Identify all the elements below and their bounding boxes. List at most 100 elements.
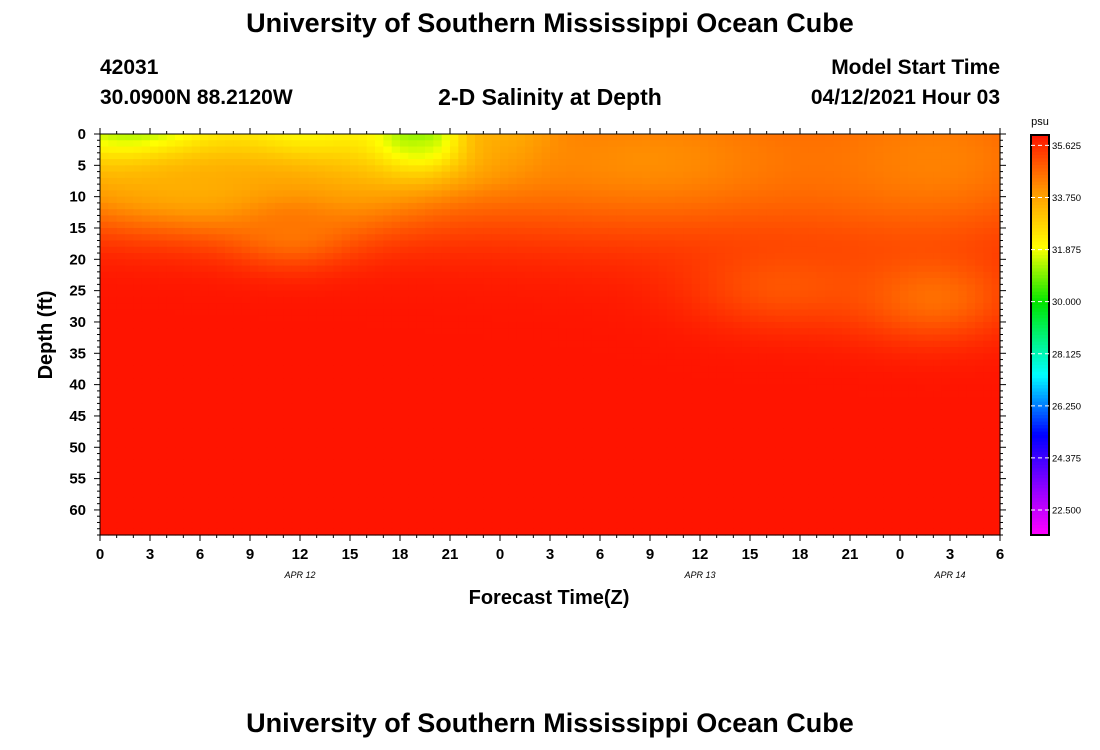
heatmap-cell — [241, 202, 251, 210]
heatmap-cell — [533, 234, 543, 242]
heatmap-cell — [733, 353, 743, 361]
heatmap-cell — [391, 315, 401, 323]
heatmap-cell — [300, 177, 309, 185]
heatmap-cell — [683, 390, 693, 398]
heatmap-cell — [291, 390, 301, 398]
heatmap-cell — [691, 334, 701, 342]
heatmap-cell — [700, 415, 709, 423]
heatmap-cell — [941, 303, 951, 311]
heatmap-cell — [583, 190, 593, 198]
heatmap-cell — [966, 196, 976, 204]
heatmap-cell — [316, 321, 326, 329]
heatmap-cell — [708, 134, 718, 141]
heatmap-cell — [808, 209, 818, 217]
heatmap-cell — [841, 190, 851, 198]
heatmap-cell — [500, 278, 509, 285]
heatmap-cell — [591, 284, 601, 292]
heatmap-cell — [625, 271, 634, 279]
heatmap-cell — [508, 221, 518, 229]
heatmap-cell — [416, 397, 426, 405]
heatmap-cell — [383, 378, 393, 386]
heatmap-cell — [158, 190, 168, 198]
heatmap-cell — [133, 340, 143, 348]
heatmap-cell — [208, 152, 218, 160]
heatmap-cell — [266, 165, 276, 173]
heatmap-cell — [575, 196, 584, 204]
heatmap-cell — [950, 265, 959, 273]
heatmap-cell — [291, 378, 301, 386]
heatmap-cell — [141, 365, 151, 373]
heatmap-cell — [883, 284, 893, 292]
heatmap-cell — [900, 221, 909, 229]
heatmap-cell — [991, 321, 1001, 329]
heatmap-cell — [275, 140, 284, 148]
heatmap-cell — [408, 372, 418, 379]
heatmap-cell — [583, 353, 593, 361]
heatmap-cell — [866, 334, 876, 342]
heatmap-cell — [916, 315, 926, 323]
heatmap-cell — [225, 397, 234, 405]
heatmap-cell — [108, 234, 118, 242]
heatmap-cell — [500, 347, 509, 354]
heatmap-cell — [275, 403, 284, 411]
heatmap-cell — [600, 240, 609, 248]
heatmap-cell — [125, 221, 134, 229]
heatmap-cell — [875, 390, 884, 398]
heatmap-cell — [500, 372, 509, 379]
heatmap-cell — [525, 234, 534, 242]
heatmap-cell — [208, 227, 218, 235]
heatmap-cell — [791, 296, 801, 304]
heatmap-cell — [616, 227, 626, 235]
heatmap-cell — [325, 227, 334, 235]
heatmap-cell — [516, 290, 526, 298]
heatmap-cell — [600, 347, 609, 354]
heatmap-cell — [366, 159, 376, 166]
heatmap-cell — [250, 159, 259, 166]
heatmap-cell — [391, 259, 401, 267]
heatmap-cell — [958, 321, 968, 329]
heatmap-cell — [708, 196, 718, 204]
heatmap-cell — [666, 177, 676, 185]
heatmap-cell — [991, 409, 1001, 417]
heatmap-cell — [958, 190, 968, 198]
heatmap-cell — [391, 340, 401, 348]
heatmap-cell — [733, 328, 743, 336]
heatmap-cell — [500, 184, 509, 191]
heatmap-cell — [466, 202, 476, 210]
heatmap-cell — [441, 184, 451, 191]
heatmap-cell — [225, 227, 234, 235]
heatmap-cell — [658, 390, 668, 398]
heatmap-cell — [225, 165, 234, 173]
heatmap-cell — [450, 190, 459, 198]
heatmap-cell — [733, 397, 743, 405]
heatmap-cell — [233, 403, 243, 411]
heatmap-cell — [658, 140, 668, 148]
heatmap-cell — [458, 309, 468, 317]
heatmap-cell — [691, 196, 701, 204]
main-title: University of Southern Mississippi Ocean… — [246, 8, 854, 38]
heatmap-cell — [941, 315, 951, 323]
heatmap-cell — [550, 240, 559, 248]
heatmap-cell — [600, 365, 609, 373]
heatmap-cell — [458, 177, 468, 185]
heatmap-cell — [791, 271, 801, 279]
heatmap-cell — [858, 259, 868, 267]
heatmap-cell — [816, 234, 826, 242]
heatmap-cell — [425, 171, 434, 179]
heatmap-cell — [100, 240, 109, 248]
heatmap-cell — [200, 422, 209, 430]
heatmap-cell — [608, 177, 618, 185]
heatmap-cell — [158, 253, 168, 260]
heatmap-cell — [433, 415, 443, 423]
heatmap-cell — [366, 397, 376, 405]
heatmap-cell — [758, 384, 768, 392]
heatmap-cell — [416, 372, 426, 379]
heatmap-cell — [258, 140, 268, 148]
heatmap-cell — [308, 159, 318, 166]
heatmap-cell — [783, 328, 793, 336]
heatmap-cell — [483, 159, 493, 166]
heatmap-cell — [975, 328, 984, 336]
heatmap-cell — [341, 177, 351, 185]
heatmap-cell — [458, 409, 468, 417]
heatmap-cell — [758, 240, 768, 248]
